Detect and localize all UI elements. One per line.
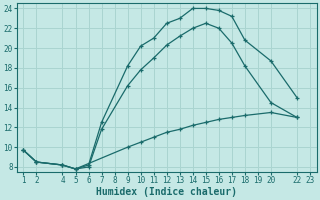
- X-axis label: Humidex (Indice chaleur): Humidex (Indice chaleur): [96, 186, 237, 197]
